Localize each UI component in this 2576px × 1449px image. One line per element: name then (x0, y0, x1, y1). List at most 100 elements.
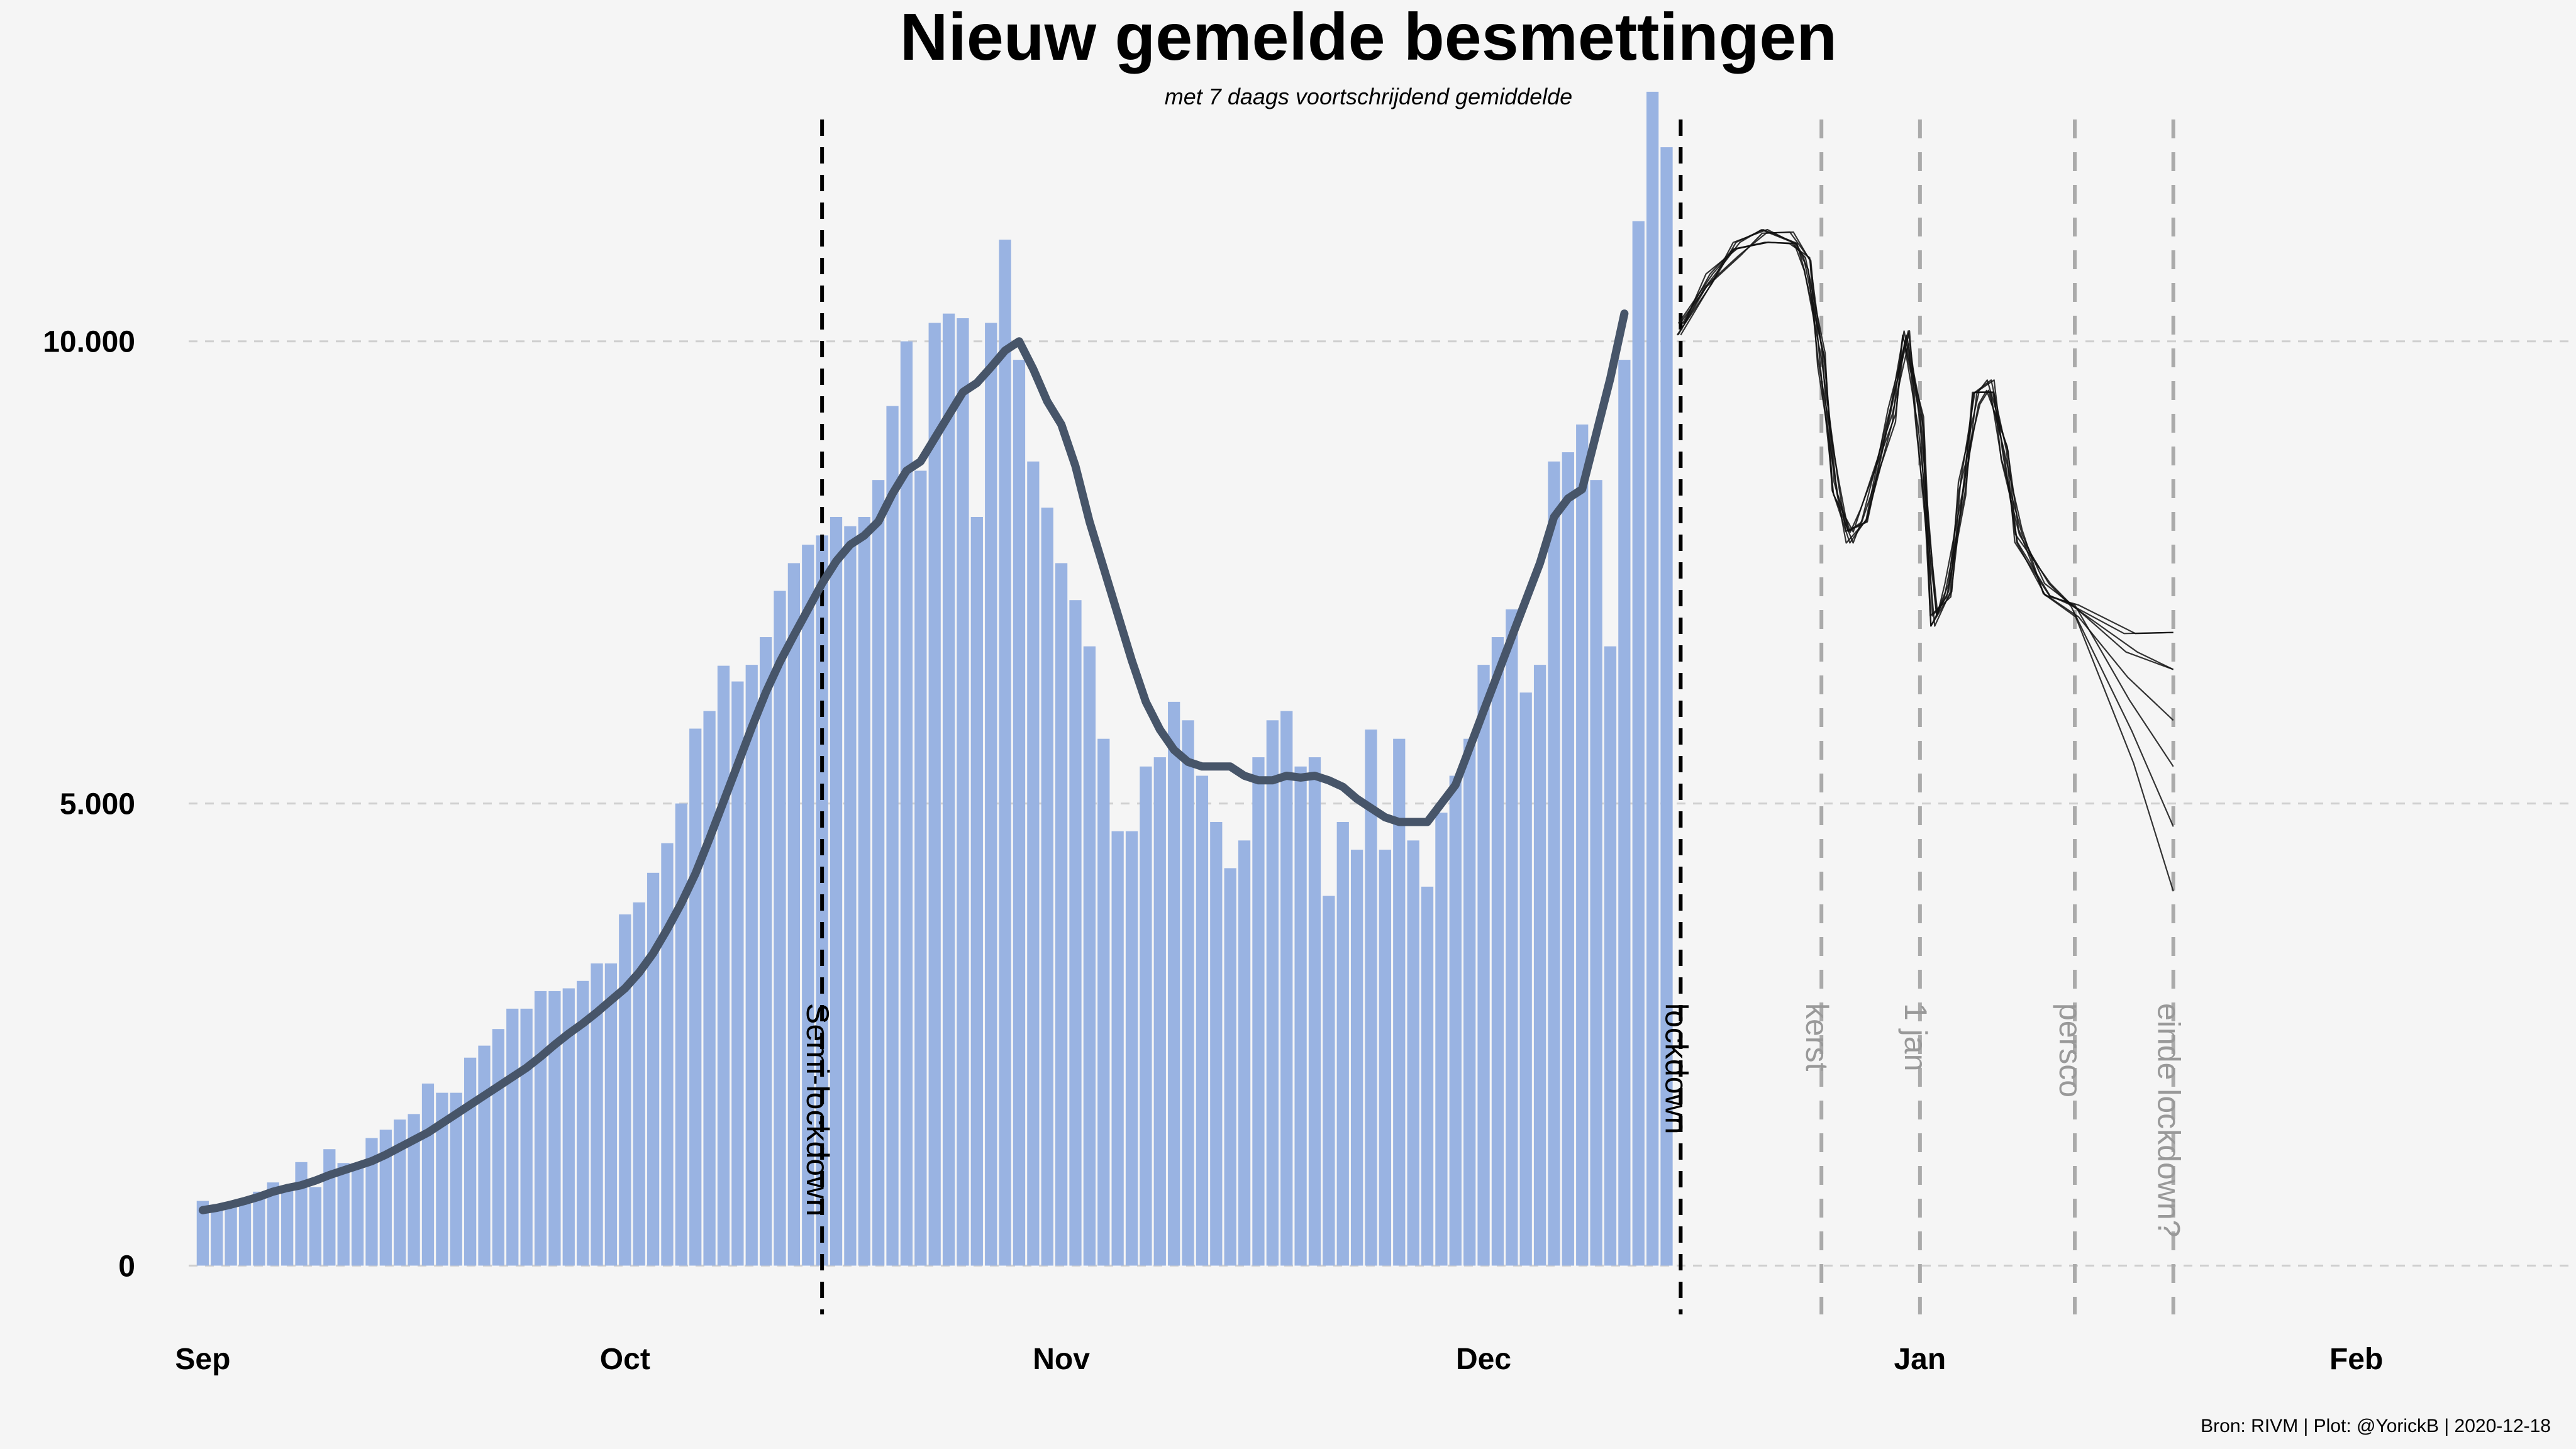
bar (1477, 665, 1490, 1266)
bar (520, 1008, 533, 1266)
bar (408, 1114, 420, 1266)
bar (999, 240, 1011, 1266)
bar (1632, 221, 1645, 1266)
event-label: kerst (1799, 1003, 1835, 1071)
bar (647, 872, 660, 1266)
bar (661, 843, 674, 1266)
y-tick-label: 5.000 (60, 788, 135, 821)
bar (1421, 886, 1434, 1266)
sketch-projection (1676, 228, 2174, 892)
bar (858, 516, 870, 1266)
chart-subtitle: met 7 daags voortschrijdend gemiddelde (1165, 84, 1572, 109)
bar (492, 1029, 505, 1266)
bar (1069, 600, 1082, 1266)
bar (1013, 360, 1026, 1266)
bar (309, 1187, 322, 1266)
bar (436, 1092, 448, 1266)
bar (1027, 461, 1040, 1266)
event-label: 1 jan (1898, 1003, 1933, 1071)
bar (337, 1163, 350, 1266)
bar (1182, 720, 1194, 1266)
bar (1055, 563, 1068, 1266)
bar (1210, 821, 1223, 1266)
bar (1350, 850, 1363, 1266)
bar (957, 318, 969, 1266)
bar (1463, 738, 1476, 1266)
bar (759, 637, 772, 1266)
x-tick-label: Feb (2329, 1343, 2383, 1376)
bar (703, 711, 716, 1266)
y-axis-ticks: 0 5.000 10.000 (43, 326, 135, 1284)
bar (872, 480, 885, 1266)
bar (478, 1045, 491, 1266)
bar (295, 1162, 308, 1266)
bar (1140, 766, 1152, 1266)
bar (675, 803, 687, 1266)
bar (1196, 775, 1209, 1266)
event-label: lockdown (1658, 1003, 1694, 1134)
bar (1548, 461, 1560, 1266)
event-label: Semi-lockdown (800, 1003, 835, 1216)
bar (281, 1186, 294, 1266)
bar (619, 914, 631, 1266)
bar (970, 516, 983, 1266)
bar (464, 1057, 477, 1266)
bar (1111, 831, 1124, 1266)
bar (211, 1208, 223, 1266)
bar (196, 1201, 209, 1266)
bar (1224, 868, 1236, 1266)
bar (1519, 692, 1532, 1266)
bar (787, 563, 801, 1266)
bar (689, 728, 702, 1266)
bar (985, 323, 997, 1266)
x-tick-label: Jan (1894, 1343, 1946, 1376)
bar (1153, 757, 1166, 1266)
bar (830, 516, 843, 1266)
x-axis-ticks: Sep Oct Nov Dec Jan Feb (175, 1343, 2383, 1376)
bar (1280, 711, 1293, 1266)
bar (225, 1204, 237, 1266)
rolling-average (198, 309, 1629, 1214)
bar (562, 988, 575, 1266)
bar (1336, 821, 1349, 1266)
bar (1506, 609, 1518, 1266)
bar (1266, 720, 1279, 1266)
bar (1646, 91, 1659, 1266)
y-tick-label: 0 (118, 1250, 135, 1283)
bar (1238, 840, 1251, 1266)
bar (1125, 831, 1138, 1266)
bar (1083, 646, 1096, 1266)
bar (238, 1203, 252, 1266)
bar (1576, 425, 1589, 1266)
bar (450, 1092, 462, 1266)
event-markers: Semi-lockdown lockdown kerst 1 jan persco ein… (800, 119, 2187, 1314)
bar (1393, 738, 1406, 1266)
bar (1491, 637, 1504, 1266)
bar (1407, 840, 1419, 1266)
bar (900, 341, 913, 1266)
bar (421, 1083, 435, 1266)
y-tick-label: 10.000 (43, 326, 135, 359)
bar (1097, 738, 1110, 1266)
bar (1168, 701, 1180, 1266)
chart-title: Nieuw gemelde besmettingen (900, 0, 1837, 74)
sketch-stroke (1683, 231, 2174, 892)
sketch-stroke (1677, 229, 2174, 635)
bar (1041, 508, 1053, 1266)
bar (1533, 665, 1546, 1266)
bar (774, 591, 786, 1266)
bar (591, 963, 603, 1266)
bar (323, 1149, 336, 1266)
bar (253, 1191, 265, 1266)
bar (506, 1008, 519, 1266)
bar (1365, 730, 1377, 1266)
bar (548, 991, 561, 1266)
bar (1562, 452, 1574, 1266)
daily-cases-bars (196, 91, 1673, 1266)
bar (731, 681, 744, 1266)
bar (267, 1182, 279, 1266)
rolling-average-line (198, 309, 1629, 1214)
bar (379, 1130, 392, 1266)
bar (604, 963, 618, 1266)
